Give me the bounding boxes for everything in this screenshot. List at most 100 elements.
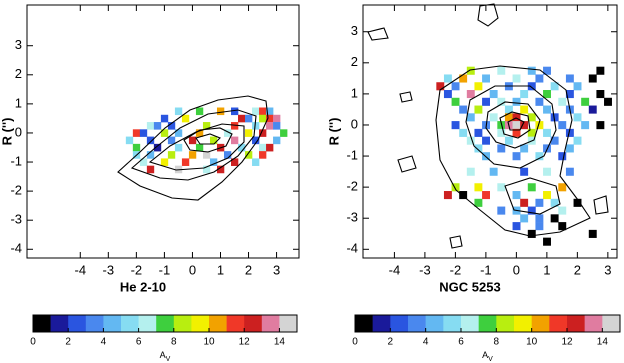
colorbar-frame [354,314,621,333]
pixel [160,158,169,166]
x-tick-label: 2 [574,262,581,277]
contour [507,117,525,131]
x-axis-label: NGC 5253 [439,279,500,294]
colorbar-tick-label: 14 [597,337,609,348]
pixel [543,105,551,114]
colorbar-segment [191,315,210,332]
y-axis-label: R ('') [0,118,14,146]
colorbar-tick-label: 4 [423,337,429,348]
pixel [252,122,260,130]
pixel [252,107,260,116]
pixel [504,113,513,122]
colorbar-segment [514,315,532,332]
colorbar-segment [461,315,479,332]
pixel [573,113,582,122]
colorbar-tick-label: 10 [526,337,538,348]
pixel [153,143,162,152]
pixel [489,167,498,176]
pixel [558,206,567,215]
colorbar-segment [531,315,550,332]
pixel [188,151,197,159]
colorbar-segment [85,315,104,332]
contour [117,95,269,201]
pixel [512,152,521,161]
pixel [160,129,169,137]
pixel [543,167,551,176]
pixel [466,113,475,122]
pixel [543,237,551,246]
pixel [573,136,582,145]
colorbar-segment [209,315,227,332]
colorbar-segment [50,315,69,332]
pixel [273,122,281,130]
pixel [535,214,544,223]
pixel [565,144,574,153]
pixel [259,107,267,116]
pixel [482,97,490,106]
pixel [273,136,281,145]
pixel [245,129,253,137]
y-tick-label: -2 [10,183,22,198]
y-axis-label: R ('') [326,118,341,146]
y-tick-label: 1 [15,95,22,110]
pixel [581,121,590,130]
contour [183,127,233,153]
contour [485,101,541,149]
pixel [146,122,155,130]
colorbar-segment [408,315,426,332]
pixel [223,129,232,137]
pixel [550,82,559,91]
colorbar-tick-label: 12 [561,337,573,348]
colorbar-tick-label: 6 [458,337,464,348]
pixel [223,151,232,159]
pixel [474,198,483,207]
x-tick-label: -2 [450,262,462,277]
y-tick-label: -4 [346,241,358,256]
pixel [266,122,274,130]
colorbar-segment [584,315,603,332]
pixel [238,114,246,123]
x-tick-label: -4 [389,262,401,277]
y-tick-label: -3 [10,212,22,227]
pixel [451,121,460,130]
colorbar-tick-label: 6 [136,337,142,348]
pixel [252,158,260,166]
pixel [466,90,475,99]
pixel [543,191,551,200]
pixel [512,97,521,106]
x-tick-label: -1 [159,262,171,277]
pixel [466,136,475,145]
pixel [181,158,190,166]
pixel [259,129,267,137]
y-tick-label: 0 [15,124,22,139]
contour [449,235,463,249]
x-tick-label: -2 [131,262,143,277]
pixel [497,66,506,75]
pixel [167,151,176,159]
pixel [245,151,253,159]
pixel [474,128,483,137]
x-tick-label: -4 [74,262,86,277]
pixel [153,122,162,130]
pixel [474,105,483,114]
pixel [209,136,218,145]
colorbar-segment [103,315,122,332]
y-tick-label: -2 [346,179,358,194]
pixel [167,122,176,130]
pixel [202,151,211,159]
pixel [535,74,544,83]
pixel [565,74,574,83]
pixel [174,107,183,116]
pixel [504,105,513,114]
pixel [474,82,483,91]
pixel [535,152,544,161]
pixel-map [125,107,288,174]
pixel [520,198,529,207]
pixel [231,158,239,166]
colorbar-segment [567,315,585,332]
pixel [195,107,204,116]
pixel [132,129,141,137]
colorbar-label: AV [482,350,493,362]
pixel [259,151,267,159]
pixel [259,114,267,123]
